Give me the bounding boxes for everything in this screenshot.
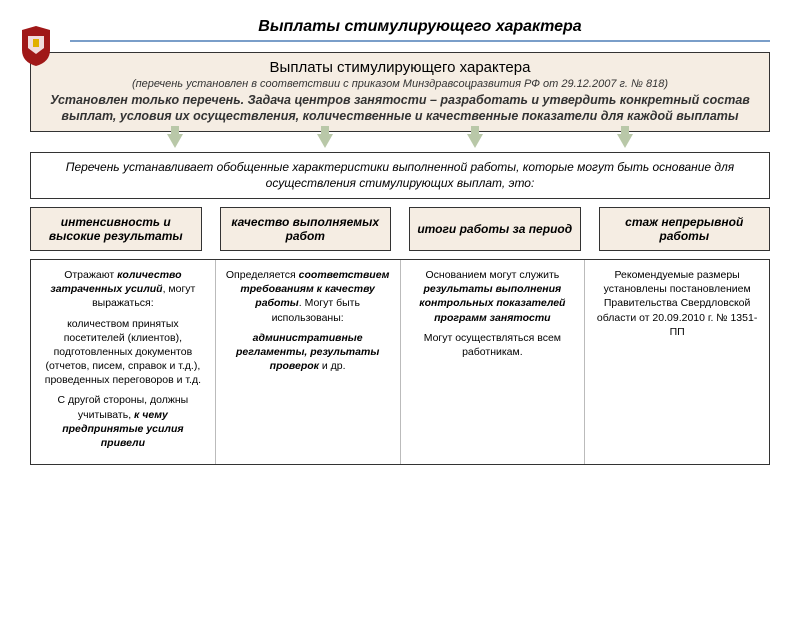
- t: количеством принятых посетителей (клиент…: [39, 317, 207, 388]
- page-title: Выплаты стимулирующего характера: [70, 18, 770, 42]
- t: Рекомендуемые размеры установлены постан…: [593, 268, 761, 339]
- t: Отражают: [64, 269, 117, 281]
- t: Могут осуществляться всем работникам.: [409, 331, 577, 359]
- main-box-heading: Выплаты стимулирующего характера: [41, 59, 759, 76]
- arrow-down-icon: [617, 134, 633, 148]
- list-intro-box: Перечень устанавливает обобщенные характ…: [30, 152, 770, 200]
- desc-cell: Рекомендуемые размеры установлены постан…: [584, 260, 769, 464]
- arrow-down-icon: [467, 134, 483, 148]
- t: результаты выполнения контрольных показа…: [419, 283, 565, 323]
- descriptions-box: Отражают количество затраченных усилий, …: [30, 259, 770, 465]
- list-intro-text: Перечень устанавливает обобщенные характ…: [66, 160, 734, 191]
- category-label: качество выполняемых работ: [227, 215, 385, 244]
- t: административные регламенты, результаты …: [236, 332, 379, 372]
- arrow-down-icon: [317, 134, 333, 148]
- arrows-row: [100, 134, 700, 148]
- category-box: стаж непрерывной работы: [599, 207, 771, 251]
- desc-cell: Определяется соответствием требованиям к…: [215, 260, 400, 464]
- main-definition-box: Выплаты стимулирующего характера (перече…: [30, 52, 770, 132]
- main-box-bold-text: Установлен только перечень. Задача центр…: [41, 92, 759, 125]
- t: и др.: [319, 360, 346, 372]
- category-label: итоги работы за период: [417, 222, 572, 236]
- category-box: качество выполняемых работ: [220, 207, 392, 251]
- category-box: интенсивность и высокие результаты: [30, 207, 202, 251]
- category-label: стаж непрерывной работы: [606, 215, 764, 244]
- category-label: интенсивность и высокие результаты: [37, 215, 195, 244]
- t: Основанием могут служить: [425, 269, 559, 281]
- category-box: итоги работы за период: [409, 207, 581, 251]
- coat-of-arms-logo: [20, 26, 52, 66]
- categories-row: интенсивность и высокие результаты качес…: [30, 207, 770, 251]
- main-box-subtext: (перечень установлен в соответствии с пр…: [41, 78, 759, 90]
- desc-cell: Основанием могут служить результаты выпо…: [400, 260, 585, 464]
- arrow-down-icon: [167, 134, 183, 148]
- t: С другой стороны, должны учитывать,: [58, 394, 189, 420]
- desc-cell: Отражают количество затраченных усилий, …: [31, 260, 215, 464]
- t: Определяется: [226, 269, 299, 281]
